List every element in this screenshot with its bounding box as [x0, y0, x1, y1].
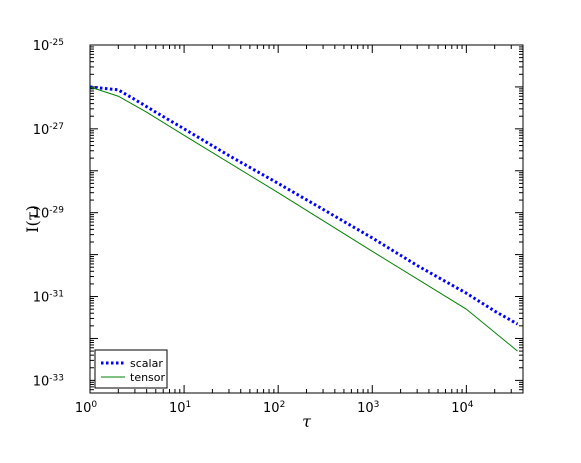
y-axis-label: I(τ) [23, 205, 42, 233]
minor-ticks [90, 45, 524, 393]
legend-label-scalar: scalar [130, 357, 163, 370]
x-axis-label: τ [302, 412, 312, 431]
series-line-scalar [90, 85, 519, 326]
legend-box [94, 349, 168, 389]
legend-label-tensor: tensor [130, 371, 166, 384]
series-line-tensor [90, 86, 518, 352]
series-layer [90, 85, 519, 352]
plot-frame [89, 44, 524, 394]
